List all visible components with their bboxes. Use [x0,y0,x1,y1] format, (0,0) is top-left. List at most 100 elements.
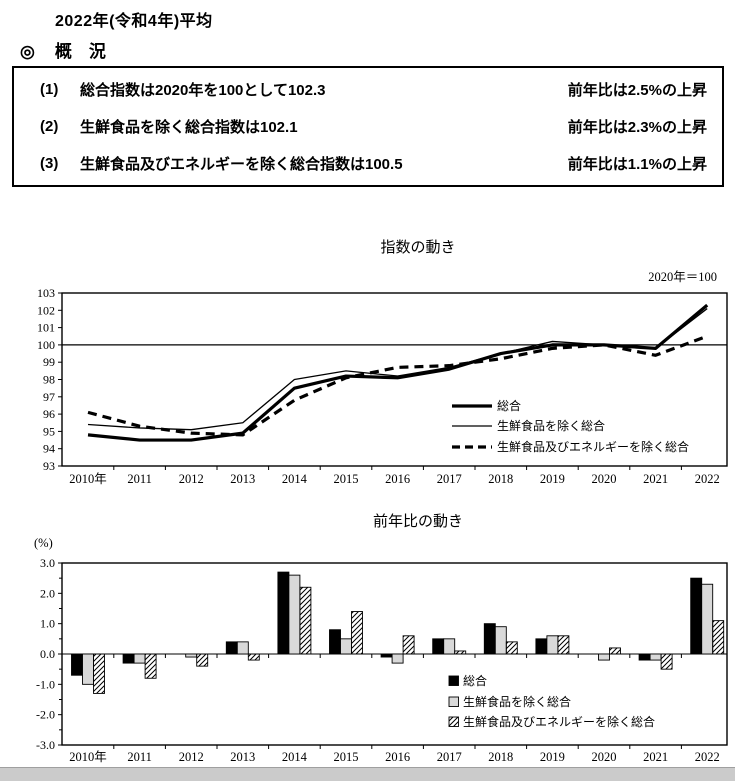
bar [277,571,290,655]
item-number: (1) [40,81,59,98]
svg-text:100: 100 [37,338,55,352]
bar [483,623,496,655]
svg-text:2020: 2020 [592,750,617,764]
overview-item: (3) 生鮮食品及びエネルギーを除く総合指数は100.5 前年比は1.1%の上昇 [40,153,707,174]
item-text: 生鮮食品及びエネルギーを除く総合指数は100.5 [80,156,403,173]
item-number: (3) [40,155,59,172]
bar [443,638,456,655]
svg-text:103: 103 [37,286,55,300]
item-number: (2) [40,118,59,135]
legend-swatch [448,675,459,686]
svg-text:-1.0: -1.0 [36,677,55,691]
bar [505,641,518,655]
svg-text:2020: 2020 [592,472,617,486]
bar [236,641,249,655]
line-series [87,334,708,437]
section-title: 概 況 [54,42,106,61]
bar [247,653,260,661]
svg-text:2018: 2018 [488,472,513,486]
item-yoy: 前年比は2.5%の上昇 [567,82,707,99]
bar [660,653,673,670]
svg-text:2019: 2019 [540,750,565,764]
bar [329,629,341,655]
bar [340,638,352,655]
svg-text:2017: 2017 [437,750,462,764]
svg-text:2016: 2016 [385,750,410,764]
legend-label: 生鮮食品を除く総合 [497,418,605,433]
svg-text:99: 99 [43,355,55,369]
svg-text:1.0: 1.0 [40,617,55,631]
bar [454,650,467,655]
bar [649,653,662,661]
svg-text:94: 94 [43,442,55,456]
bar [546,635,559,655]
svg-text:2010年: 2010年 [69,472,107,486]
legend-label: 生鮮食品及びエネルギーを除く総合 [497,439,689,454]
bar [351,611,363,655]
index-base-note: 2020年＝100 [648,270,717,284]
legend-swatch [448,696,459,707]
bar [494,626,507,655]
x-axis-labels: 2010年 2011 2012 2013 2014 2015 2016 2017 2018 201… [69,750,719,764]
svg-text:2013: 2013 [230,472,255,486]
svg-text:-2.0: -2.0 [36,708,55,722]
svg-text:2017: 2017 [437,472,462,486]
svg-text:2012: 2012 [179,472,204,486]
svg-text:101: 101 [37,321,55,335]
bar [598,653,610,661]
bar [690,577,703,655]
bar [225,641,238,655]
svg-text:2014: 2014 [282,750,308,764]
bar [185,653,198,658]
overview-summary-box: (1) 総合指数は2020年を100として102.3 前年比は2.5%の上昇 (… [12,66,724,187]
svg-text:98: 98 [43,373,55,387]
legend-swatch [448,716,459,727]
svg-text:102: 102 [37,303,55,317]
bar [93,653,105,694]
x-axis-labels: 2010年 2011 2012 2013 2014 2015 2016 2017 2018 201… [69,472,719,486]
bar [638,653,651,661]
svg-text:95: 95 [43,424,55,438]
bar [144,653,157,679]
svg-text:97: 97 [43,390,55,404]
item-yoy: 前年比は2.3%の上昇 [567,119,707,136]
bar [557,635,570,655]
bar [196,653,209,667]
bar [122,653,135,664]
section-heading: ◎ 概 況 [20,37,106,62]
svg-text:2016: 2016 [385,472,410,486]
series-lines [87,303,709,442]
bar [609,647,621,655]
bottom-scrollbar[interactable] [0,767,735,781]
item-text: 総合指数は2020年を100として102.3 [80,82,326,99]
svg-text:2012: 2012 [179,750,204,764]
svg-text:2015: 2015 [334,750,359,764]
bar [701,583,714,655]
legend-label: 生鮮食品を除く総合 [463,694,571,709]
overview-item: (2) 生鮮食品を除く総合指数は102.1 前年比は2.3%の上昇 [40,116,707,137]
legend-label: 生鮮食品及びエネルギーを除く総合 [463,714,655,729]
line-series [87,303,709,442]
bar-series [71,571,725,694]
bar [299,586,312,655]
svg-text:2011: 2011 [127,472,152,486]
svg-text:96: 96 [43,407,55,421]
line-series [87,308,708,431]
svg-text:2018: 2018 [488,750,513,764]
svg-text:2021: 2021 [643,750,668,764]
svg-text:2013: 2013 [230,750,255,764]
overview-item: (1) 総合指数は2020年を100として102.3 前年比は2.5%の上昇 [40,79,707,100]
bar [82,653,94,685]
legend-label: 総合 [497,398,521,413]
bar [535,638,548,655]
svg-text:-3.0: -3.0 [36,738,55,752]
svg-text:2.0: 2.0 [40,586,55,600]
svg-text:2022: 2022 [695,472,720,486]
svg-text:93: 93 [43,459,55,473]
svg-text:2015: 2015 [334,472,359,486]
bar [133,653,146,664]
item-yoy: 前年比は1.1%の上昇 [567,156,707,173]
